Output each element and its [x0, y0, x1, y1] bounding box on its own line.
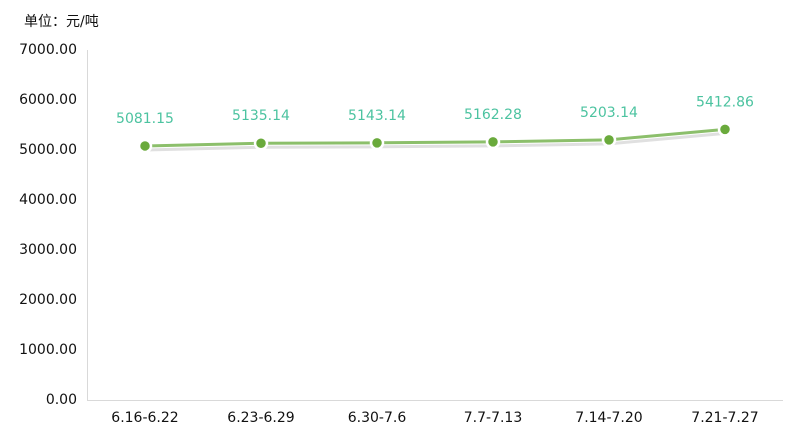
data-label: 5081.15: [116, 111, 174, 127]
x-tick-label: 6.30-7.6: [348, 410, 407, 426]
unit-label: 单位：元/吨: [24, 14, 99, 30]
x-tick-label: 7.7-7.13: [464, 410, 523, 426]
y-tick-label: 3000.00: [19, 242, 77, 258]
data-label: 5412.86: [696, 94, 754, 110]
x-tick-label: 6.23-6.29: [227, 410, 294, 426]
data-label: 5143.14: [348, 108, 406, 124]
marker: [485, 134, 501, 150]
y-tick-label: 6000.00: [19, 92, 77, 108]
marker: [717, 122, 733, 137]
y-tick-label: 0.00: [46, 392, 77, 408]
y-tick-label: 4000.00: [19, 192, 77, 208]
marker: [137, 138, 153, 154]
y-tick-label: 1000.00: [19, 342, 77, 358]
x-tick-label: 6.16-6.22: [111, 410, 178, 426]
marker: [253, 135, 269, 151]
marker: [601, 132, 617, 148]
marker: [369, 135, 385, 151]
data-label: 5162.28: [464, 107, 522, 123]
x-tick-label: 7.14-7.20: [575, 410, 642, 426]
y-tick-label: 7000.00: [19, 42, 77, 58]
y-tick-label: 2000.00: [19, 292, 77, 308]
data-label: 5135.14: [232, 108, 290, 124]
x-tick-label: 7.21-7.27: [691, 410, 758, 426]
line-shadow: [144, 131, 726, 152]
y-tick-label: 5000.00: [19, 142, 77, 158]
line: [144, 127, 726, 148]
data-label: 5203.14: [580, 105, 638, 121]
